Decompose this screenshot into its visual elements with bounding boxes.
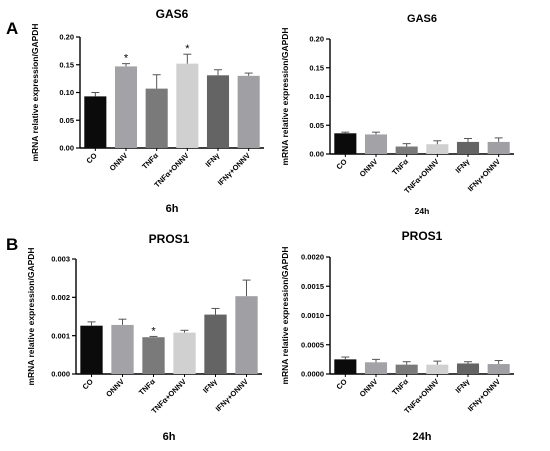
category-label: CO	[334, 377, 348, 391]
bar	[426, 364, 449, 374]
bar	[237, 75, 260, 148]
y-tick-label: 0.00	[59, 144, 74, 153]
y-tick-label: 0.10	[59, 88, 74, 97]
bar	[176, 63, 199, 148]
y-tick-label: 0.20	[309, 35, 324, 44]
y-tick-label: 0.15	[59, 60, 74, 69]
category-label: TNFα	[390, 157, 410, 177]
y-tick-label: 0.20	[59, 33, 74, 42]
panel-letter-a: A	[6, 19, 18, 38]
y-tick-label: 0.00	[309, 150, 324, 159]
category-label: ONNV	[358, 377, 380, 399]
chart-title: PROS1	[149, 232, 190, 246]
y-tick-label: 0.0010	[301, 311, 324, 320]
bar	[142, 337, 165, 374]
y-axis-label: mRNA relative expression/GAPDH	[280, 246, 290, 384]
bar	[111, 324, 134, 374]
chart-title: GAS6	[407, 13, 437, 25]
y-tick-label: 0.0015	[301, 282, 324, 291]
chart-title: PROS1	[402, 229, 443, 243]
category-label: TNFα	[390, 377, 410, 397]
x-axis-label: 6h	[163, 431, 176, 443]
bar	[456, 363, 480, 374]
category-label: IFNγ	[201, 376, 219, 394]
y-tick-label: 0.003	[51, 255, 70, 264]
bar	[114, 66, 138, 148]
bar	[84, 96, 107, 148]
x-axis-label: 6h	[166, 203, 179, 215]
category-label: CO	[81, 377, 95, 391]
charts: GAS6 0.00 0.05 0.10 0.15 0.20 mRNA relative ex…	[26, 7, 514, 443]
category-label: TNFα	[140, 151, 160, 171]
y-tick-label: 0.10	[309, 92, 324, 101]
bar	[145, 88, 168, 148]
bar	[206, 75, 230, 148]
y-tick-label: 0.000	[51, 370, 70, 379]
y-tick-label: 0.002	[51, 293, 70, 302]
y-axis-label: mRNA relative expression/GAPDH	[280, 27, 290, 165]
bar	[334, 133, 357, 154]
y-tick-label: 0.05	[309, 121, 324, 130]
category-label: CO	[84, 151, 98, 165]
y-tick-label: 0.0000	[301, 370, 324, 379]
bar	[426, 144, 449, 154]
category-label: IFNγ+ONNV	[214, 377, 250, 413]
significance-star: *	[185, 43, 190, 55]
bar	[173, 332, 196, 374]
category-label: ONNV	[108, 151, 130, 173]
bar	[487, 364, 510, 374]
category-label: IFNγ	[204, 150, 222, 168]
category-label: TNFα	[137, 377, 157, 397]
y-tick-label: 0.15	[309, 63, 324, 72]
category-label: IFNγ+ONNV	[466, 377, 502, 413]
y-axis-label: mRNA relative expression/GAPDH	[30, 23, 40, 161]
y-axis-label: mRNA relative expression/GAPDH	[26, 247, 36, 385]
chart-title: GAS6	[156, 7, 189, 21]
bar	[487, 141, 510, 154]
category-label: ONNV	[358, 157, 380, 179]
chart-2: GAS6 0.00 0.05 0.10 0.15 0.20 mRNA relative ex…	[280, 13, 514, 216]
bar	[395, 146, 418, 154]
chart-1: GAS6 0.00 0.05 0.10 0.15 0.20 mRNA relative ex…	[30, 7, 264, 215]
significance-star: *	[151, 325, 156, 337]
y-tick-label: 0.0020	[301, 253, 324, 262]
category-label: IFNγ+ONNV	[216, 151, 252, 187]
bar	[364, 134, 388, 154]
y-tick-label: 0.0005	[301, 340, 324, 349]
bar	[456, 141, 480, 154]
chart-3: PROS1 0.000 0.001 0.002 0.003 mRNA relative e…	[26, 232, 262, 443]
category-label: CO	[334, 157, 348, 171]
category-label: ONNV	[104, 377, 126, 399]
bar	[364, 362, 388, 374]
category-label: IFNγ	[454, 156, 472, 174]
category-label: IFNγ	[454, 376, 472, 394]
bar	[80, 325, 103, 374]
y-tick-label: 0.05	[59, 116, 74, 125]
bar	[204, 314, 227, 374]
bar	[334, 359, 357, 374]
significance-star: *	[124, 53, 129, 65]
x-axis-label: 24h	[413, 431, 432, 443]
chart-4: PROS1 0.0000 0.0005 0.0010 0.0015 0.0020 mRNA …	[280, 229, 514, 443]
bar	[395, 364, 418, 374]
bar	[235, 296, 258, 374]
y-tick-label: 0.001	[51, 331, 70, 340]
x-axis-label: 24h	[415, 206, 430, 216]
panel-letter-b: B	[6, 235, 18, 254]
category-label: IFNγ+ONNV	[466, 157, 502, 193]
